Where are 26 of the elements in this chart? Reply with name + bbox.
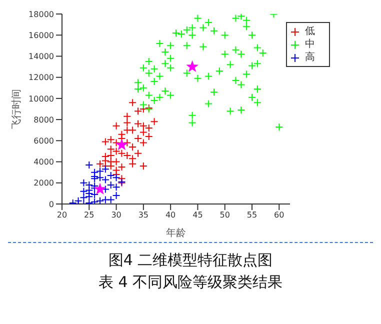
x-tick-label: 30 [111, 210, 122, 220]
legend-label: 低 [305, 25, 315, 38]
y-tick-label: 2000 [34, 178, 54, 188]
y-tick-label: 14000 [28, 52, 54, 62]
y-tick-label: 6000 [34, 136, 54, 146]
legend-label: 高 [305, 51, 315, 64]
y-tick-label: 12000 [28, 73, 54, 82]
y-tick-label: 4000 [34, 158, 54, 167]
x-tick-label: 60 [274, 210, 284, 220]
x-tick-label: 55 [246, 210, 258, 220]
x-tick-label: 50 [220, 210, 230, 220]
legend-label: 中 [305, 38, 315, 51]
y-tick-label: 10000 [28, 94, 54, 104]
caption: 图4 二维模型特征散点图 [107, 250, 274, 271]
x-tick-label: 40 [165, 210, 176, 220]
y-tick-label: 0 [48, 200, 54, 209]
text: 表 4 不同风险等级聚类结果 [97, 272, 284, 293]
y-tick-label: 16000 [28, 30, 54, 40]
y-tick-label: 8000 [34, 115, 54, 124]
x-tick-label: 35 [138, 210, 149, 220]
x-tick-label: 25 [84, 210, 94, 220]
x-axis-title: 年龄 [166, 227, 186, 239]
y-tick-label: 18000 [28, 10, 54, 19]
x-tick-label: 20 [56, 210, 68, 220]
y-axis-title: 飞行时间 [10, 89, 23, 129]
x-tick-label: 45 [192, 210, 203, 220]
